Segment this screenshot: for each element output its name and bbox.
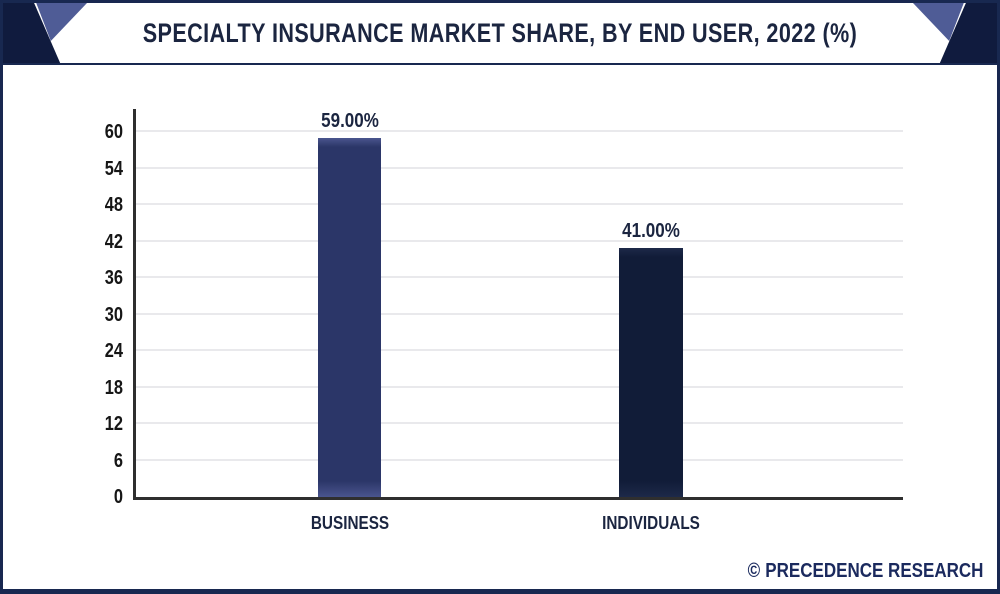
bar-value-label-business: 59.00%	[320, 110, 379, 133]
y-tick-label-6: 6	[113, 449, 123, 472]
gridline-6	[136, 458, 903, 461]
y-tick-label-42: 42	[104, 230, 123, 253]
y-tick-label-54: 54	[104, 157, 123, 180]
watermark: © PRECEDENCE RESEARCH	[747, 560, 983, 583]
gridline-36	[136, 276, 903, 278]
y-tick-label-18: 18	[104, 376, 123, 399]
y-tick-label-0: 0	[113, 486, 123, 508]
gridline-42	[136, 239, 903, 242]
watermark-text: PRECEDENCE RESEARCH	[764, 560, 983, 582]
y-tick-label-30: 30	[104, 303, 123, 326]
gridline-18	[136, 385, 903, 388]
gridline-48	[136, 203, 903, 205]
plot-area: 0 6 12 18 24 30 36 42 48 54 60 59.00% BUSINESS 41.00%…	[105, 109, 903, 533]
header-band: SPECIALTY INSURANCE MARKET SHARE, BY END…	[3, 3, 997, 65]
gridline-12	[136, 422, 903, 424]
bar-individuals	[619, 247, 683, 497]
copyright-icon: ©	[747, 560, 760, 582]
y-tick-label-60: 60	[104, 121, 123, 143]
y-tick-label-24: 24	[104, 340, 123, 362]
gridline-24	[136, 349, 903, 351]
gridline-54	[136, 166, 903, 169]
x-axis-label-individuals: INDIVIDUALS	[602, 513, 700, 533]
x-axis-label-business: BUSINESS	[310, 513, 389, 533]
gridline-60	[136, 130, 903, 132]
y-tick-label-48: 48	[104, 194, 123, 216]
bar-value-label-individuals: 41.00%	[622, 219, 680, 242]
y-tick-label-36: 36	[104, 267, 123, 289]
chart-title: SPECIALTY INSURANCE MARKET SHARE, BY END…	[142, 18, 858, 48]
gridline-30	[136, 312, 903, 315]
bar-business	[318, 138, 381, 497]
y-tick-label-12: 12	[104, 413, 123, 435]
